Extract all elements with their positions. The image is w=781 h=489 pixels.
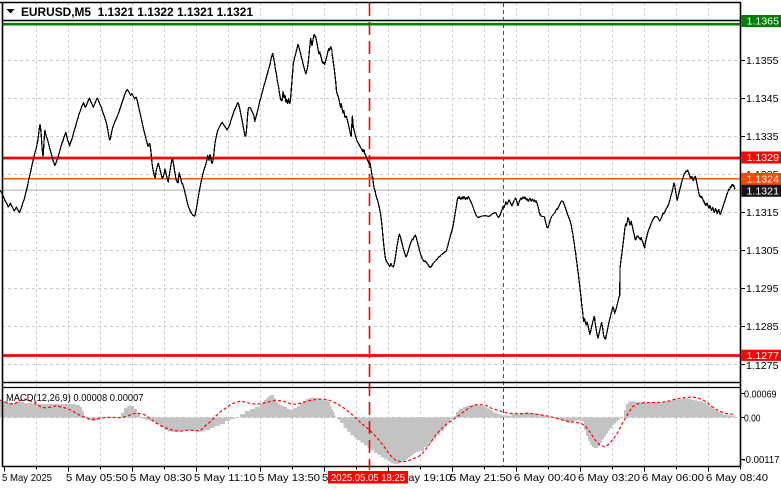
- svg-text:1.1335: 1.1335: [746, 131, 779, 143]
- svg-text:5 May 21:50: 5 May 21:50: [450, 472, 512, 484]
- svg-text:1.1345: 1.1345: [746, 93, 779, 105]
- svg-text:1.1277: 1.1277: [747, 350, 780, 362]
- svg-text:1.1321: 1.1321: [747, 186, 780, 198]
- svg-text:1.1324: 1.1324: [747, 174, 780, 186]
- svg-text:5 May 2025: 5 May 2025: [2, 472, 52, 484]
- svg-text:1.1275: 1.1275: [746, 360, 779, 372]
- svg-text:1.1295: 1.1295: [746, 283, 779, 295]
- svg-text:-0.00117: -0.00117: [743, 454, 780, 466]
- svg-text:1.1285: 1.1285: [746, 321, 779, 333]
- svg-text:1.1305: 1.1305: [746, 245, 779, 257]
- svg-text:1.1365: 1.1365: [747, 16, 780, 28]
- svg-text:6 May 00:40: 6 May 00:40: [514, 472, 576, 484]
- svg-text:2025.05.05 18:25: 2025.05.05 18:25: [331, 472, 405, 484]
- svg-text:5 May 11:10: 5 May 11:10: [194, 472, 256, 484]
- svg-text:5 May 08:30: 5 May 08:30: [130, 472, 192, 484]
- svg-text:5 May 13:50: 5 May 13:50: [258, 472, 320, 484]
- svg-text:5 May 05:50: 5 May 05:50: [66, 472, 128, 484]
- svg-text:MACD(12,26,9) 0.00008 0.00007: MACD(12,26,9) 0.00008 0.00007: [6, 392, 144, 404]
- svg-text:6 May 08:40: 6 May 08:40: [706, 472, 768, 484]
- svg-text:1.1315: 1.1315: [746, 207, 779, 219]
- svg-text:1.1329: 1.1329: [747, 152, 780, 164]
- svg-text:0.00069: 0.00069: [744, 388, 777, 400]
- svg-text:1.1355: 1.1355: [746, 55, 779, 67]
- svg-text:EURUSD,M5 1.1321 1.1322 1.132: EURUSD,M5 1.1321 1.1322 1.1321 1.1321: [21, 7, 254, 19]
- svg-text:0.00: 0.00: [744, 412, 761, 424]
- svg-text:6 May 06:00: 6 May 06:00: [642, 472, 704, 484]
- svg-text:6 May 03:20: 6 May 03:20: [578, 472, 640, 484]
